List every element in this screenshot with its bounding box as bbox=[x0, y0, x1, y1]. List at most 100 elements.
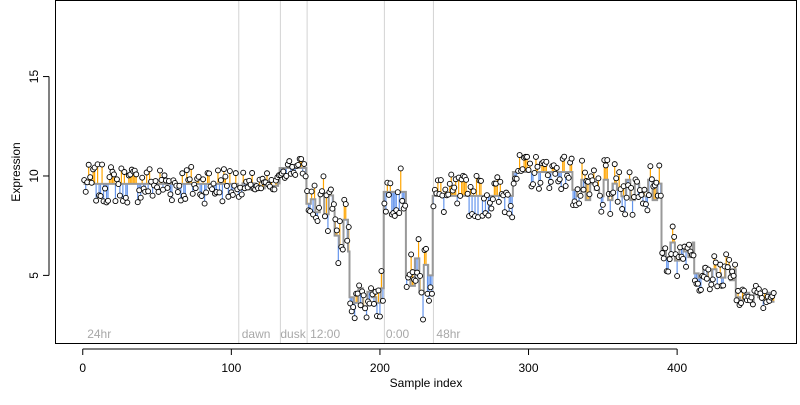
observed-point bbox=[335, 260, 342, 267]
observed-point bbox=[553, 164, 560, 171]
observed-point bbox=[598, 208, 605, 215]
observed-point bbox=[703, 275, 710, 282]
observed-point bbox=[222, 173, 229, 180]
observed-point bbox=[590, 167, 597, 174]
observed-point-layer bbox=[81, 152, 777, 323]
observed-point bbox=[301, 161, 308, 168]
observed-point bbox=[179, 170, 186, 177]
observed-point bbox=[157, 167, 163, 174]
observed-point bbox=[683, 263, 689, 270]
observed-point bbox=[619, 206, 626, 212]
observed-point bbox=[116, 192, 123, 199]
observed-point bbox=[378, 268, 385, 274]
observed-point bbox=[247, 181, 254, 188]
observed-point bbox=[396, 210, 403, 216]
observed-point bbox=[206, 170, 213, 177]
observed-point bbox=[189, 190, 196, 197]
observed-point bbox=[200, 176, 207, 183]
observed-point bbox=[168, 197, 175, 204]
observed-point bbox=[546, 185, 553, 192]
observed-point bbox=[344, 237, 351, 244]
observed-point bbox=[176, 182, 183, 189]
observed-point bbox=[164, 184, 171, 191]
observed-point bbox=[240, 169, 247, 176]
observed-point bbox=[198, 193, 205, 200]
observed-point bbox=[99, 161, 106, 168]
observed-point bbox=[295, 161, 302, 168]
observed-point bbox=[525, 166, 532, 173]
observed-point bbox=[720, 282, 727, 289]
observed-point bbox=[530, 181, 536, 188]
observed-point bbox=[527, 160, 533, 167]
observed-point bbox=[350, 304, 357, 311]
observed-point bbox=[749, 301, 756, 308]
observed-point bbox=[543, 158, 550, 165]
observed-point bbox=[642, 201, 649, 208]
observed-point bbox=[579, 157, 585, 164]
observed-point bbox=[149, 192, 156, 199]
observed-point bbox=[445, 191, 452, 198]
region-label: 0:00 bbox=[386, 327, 410, 341]
observed-point bbox=[220, 166, 227, 173]
observed-point bbox=[215, 167, 221, 174]
observed-point bbox=[258, 185, 265, 192]
observed-point bbox=[464, 190, 471, 197]
observed-point bbox=[363, 314, 370, 321]
observed-point bbox=[216, 189, 223, 196]
observed-point bbox=[770, 290, 777, 296]
observed-point bbox=[271, 186, 278, 193]
observed-point bbox=[121, 169, 128, 175]
observed-point bbox=[302, 173, 309, 180]
observed-point bbox=[709, 276, 716, 283]
observed-point bbox=[145, 188, 152, 195]
observed-point bbox=[146, 166, 153, 173]
observed-point bbox=[489, 196, 496, 203]
observed-point bbox=[264, 170, 270, 177]
observed-point bbox=[403, 284, 410, 290]
observed-point bbox=[360, 292, 367, 299]
observed-point bbox=[133, 171, 140, 178]
observed-point bbox=[565, 174, 572, 181]
observed-point bbox=[203, 189, 210, 196]
observed-point bbox=[616, 169, 623, 176]
observed-point bbox=[694, 280, 701, 287]
region-label-layer: 24hr dawn dusk 12:00 0:00 48hr bbox=[87, 327, 460, 341]
observed-point bbox=[467, 183, 474, 190]
observed-point bbox=[249, 170, 256, 176]
observed-point bbox=[437, 177, 444, 184]
observed-point bbox=[167, 191, 174, 198]
observed-point bbox=[182, 195, 189, 202]
y-tick-label: 10 bbox=[27, 169, 41, 183]
observed-point bbox=[604, 157, 611, 164]
observed-point bbox=[442, 186, 449, 193]
observed-point bbox=[408, 251, 415, 258]
observed-point bbox=[577, 192, 584, 199]
region-label: dawn bbox=[242, 327, 271, 341]
observed-point bbox=[494, 174, 501, 181]
observed-point bbox=[320, 173, 327, 180]
observed-point bbox=[680, 255, 687, 262]
observed-point bbox=[113, 176, 120, 183]
observed-point bbox=[399, 197, 406, 204]
region-label: 24hr bbox=[87, 327, 111, 341]
y-tick-label: 15 bbox=[27, 70, 41, 84]
observed-point bbox=[394, 189, 401, 196]
observed-point bbox=[387, 180, 394, 187]
observed-point bbox=[623, 194, 630, 201]
observed-point bbox=[497, 178, 504, 185]
observed-point bbox=[402, 202, 409, 209]
observed-point bbox=[192, 185, 199, 192]
observed-point bbox=[715, 271, 722, 278]
observed-point bbox=[106, 174, 113, 181]
observed-point bbox=[457, 192, 464, 199]
observed-point bbox=[711, 253, 718, 260]
observed-point bbox=[669, 223, 676, 230]
observed-point bbox=[427, 284, 434, 291]
observed-point bbox=[345, 224, 352, 231]
observed-point bbox=[473, 173, 480, 179]
observed-point bbox=[741, 287, 747, 294]
observed-point bbox=[339, 246, 346, 253]
plot-frame bbox=[55, 0, 797, 344]
observed-point bbox=[509, 214, 516, 221]
